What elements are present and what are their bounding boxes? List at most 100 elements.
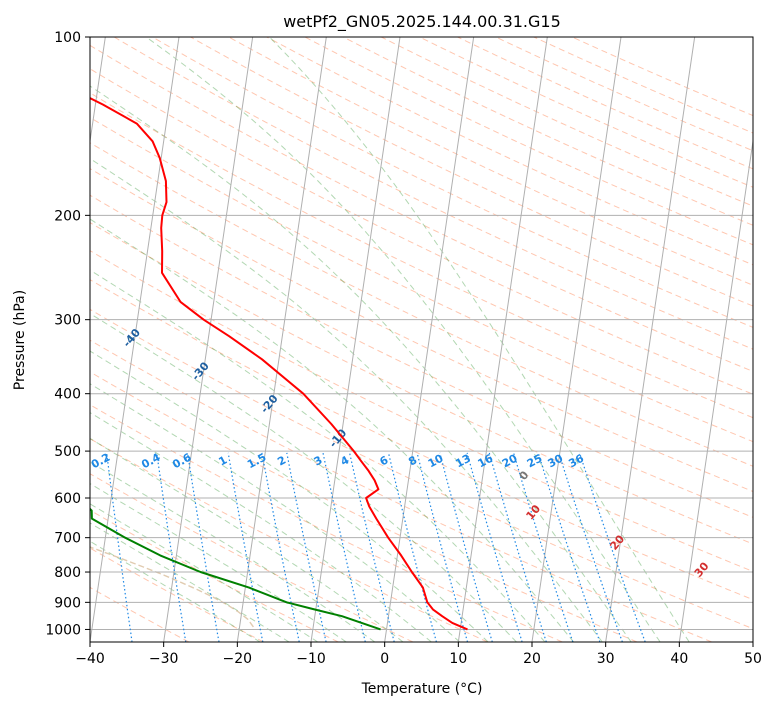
dry-adiabat-line: [90, 194, 753, 518]
mixing-ratio-line: [387, 452, 437, 642]
mixing-ratio-label: 10: [426, 452, 446, 471]
mixing-ratio-line: [558, 452, 623, 642]
mixing-ratio-line: [349, 452, 395, 642]
dry-adiabat-line: [342, 37, 753, 226]
moist-adiabat-label: 20: [607, 532, 627, 552]
mixing-ratio-line: [488, 452, 547, 642]
profile-series: [90, 96, 468, 631]
moist-adiabat-line: [145, 37, 661, 642]
moist-adiabat-line: [90, 269, 546, 642]
y-tick-label: 600: [54, 491, 81, 507]
dry-adiabat-line: [90, 68, 753, 395]
dry-adiabat-line: [571, 37, 753, 117]
moist-adiabat-line: [90, 503, 319, 642]
dry-adiabat-line: [381, 37, 753, 207]
dry-adiabat-label: -60: [0, 243, 8, 267]
dry-adiabat-line: [90, 339, 712, 642]
moist-adiabat-label: 30: [692, 559, 712, 579]
dry-adiabat-line: [90, 222, 753, 545]
y-tick-label: 200: [54, 208, 81, 224]
mixing-ratio-label: 25: [525, 452, 545, 471]
dry-adiabat-line: [533, 37, 753, 134]
moist-adiabat-line: [90, 158, 603, 642]
moist-adiabat-line: [90, 461, 376, 642]
mixing-ratio-line: [227, 452, 264, 642]
x-tick-label: −10: [296, 651, 326, 667]
mixing-ratio-line: [60, 453, 82, 642]
dry-adiabat-line: [419, 37, 753, 188]
mixing-ratio-label: 3: [312, 453, 325, 468]
dry-adiabat-line: [266, 37, 753, 266]
dry-adiabat-line: [495, 37, 753, 152]
dry-adiabat-line: [90, 168, 753, 493]
x-axis-ticks: −40 −30 −20 −10 0 10 20 30 40 50: [75, 642, 762, 667]
temperature-profile-line: [90, 96, 468, 631]
dry-adiabat-line: [90, 308, 753, 630]
moist-adiabat-line: [90, 437, 404, 642]
mixing-ratio-label: 30: [545, 452, 565, 471]
line-labels: 0.10.20.40.611.52346810131620253036-100-…: [0, 243, 712, 580]
dry-adiabat-line: [190, 37, 753, 307]
x-axis-label: Temperature (°C): [361, 681, 483, 697]
moist-adiabat-line: [90, 522, 290, 642]
dry-adiabat-line: [90, 44, 753, 372]
dry-adiabat-line: [457, 37, 753, 170]
moist-adiabat-line: [90, 383, 461, 642]
moist-adiabat-line: [90, 540, 261, 642]
y-tick-label: 900: [54, 595, 81, 611]
x-tick-label: −30: [149, 651, 179, 667]
dry-adiabat-line: [304, 37, 753, 246]
y-tick-label: 100: [54, 30, 81, 46]
moist-adiabat-line: [90, 85, 632, 642]
moist-adiabat-line: [90, 218, 574, 642]
isotherm-line: [531, 37, 622, 642]
x-tick-label: −20: [223, 651, 253, 667]
y-tick-label: 500: [54, 444, 81, 460]
mixing-ratio-label: 0.2: [89, 451, 112, 472]
x-tick-label: 0: [380, 651, 389, 667]
dry-adiabat-line: [90, 92, 753, 419]
isotherm-line: [384, 37, 475, 642]
moist-adiabat-label: 10: [523, 502, 543, 522]
y-tick-label: 400: [54, 387, 81, 403]
moist-adiabat-line: [90, 312, 517, 642]
dry-adiabat-label: -50: [52, 288, 75, 312]
isotherm-line: [163, 37, 254, 642]
isotherm-line: [90, 37, 106, 145]
mixing-ratio-label: 1: [216, 453, 229, 468]
theta-e-label: 0: [517, 468, 532, 482]
dry-adiabat-line: [90, 142, 753, 467]
mixing-ratio-label: 36: [566, 452, 586, 471]
moist-adiabat-line: [90, 412, 432, 642]
mixing-ratio-line: [322, 452, 366, 642]
mixing-ratio-line: [466, 452, 523, 642]
mixing-ratio-line: [416, 452, 469, 642]
moist-adiabat-line: [90, 350, 489, 642]
x-tick-label: 10: [449, 651, 467, 667]
mixing-ratio-label: 4: [338, 453, 351, 468]
mixing-ratio-line: [439, 452, 493, 642]
dry-adiabat-line: [90, 116, 753, 443]
x-tick-label: 30: [597, 651, 615, 667]
dewpoint-profile-line: [90, 507, 381, 631]
isotherm-line: [310, 37, 401, 642]
x-tick-label: 40: [670, 651, 688, 667]
y-tick-label: 300: [54, 313, 81, 329]
isotherm-line: [678, 137, 753, 642]
mixing-ratio-line: [187, 452, 220, 642]
mixing-ratio-label: 16: [476, 452, 496, 471]
dry-adiabat-line: [90, 473, 414, 642]
mixing-ratio-line: [106, 452, 133, 642]
dry-adiabat-line: [90, 250, 753, 572]
mixing-ratio-label: 13: [453, 452, 473, 471]
plot-frame: [89, 36, 754, 643]
isotherm-line: [752, 638, 753, 642]
isotherm-line: [90, 37, 180, 642]
y-tick-label: 800: [54, 565, 81, 581]
mixing-ratio-line: [513, 452, 574, 642]
moist-adiabat-line: [90, 482, 347, 642]
background-lines: [60, 37, 753, 642]
chart-title: wetPf2_GN05.2025.144.00.31.G15: [283, 12, 561, 32]
y-tick-label: 700: [54, 531, 81, 547]
